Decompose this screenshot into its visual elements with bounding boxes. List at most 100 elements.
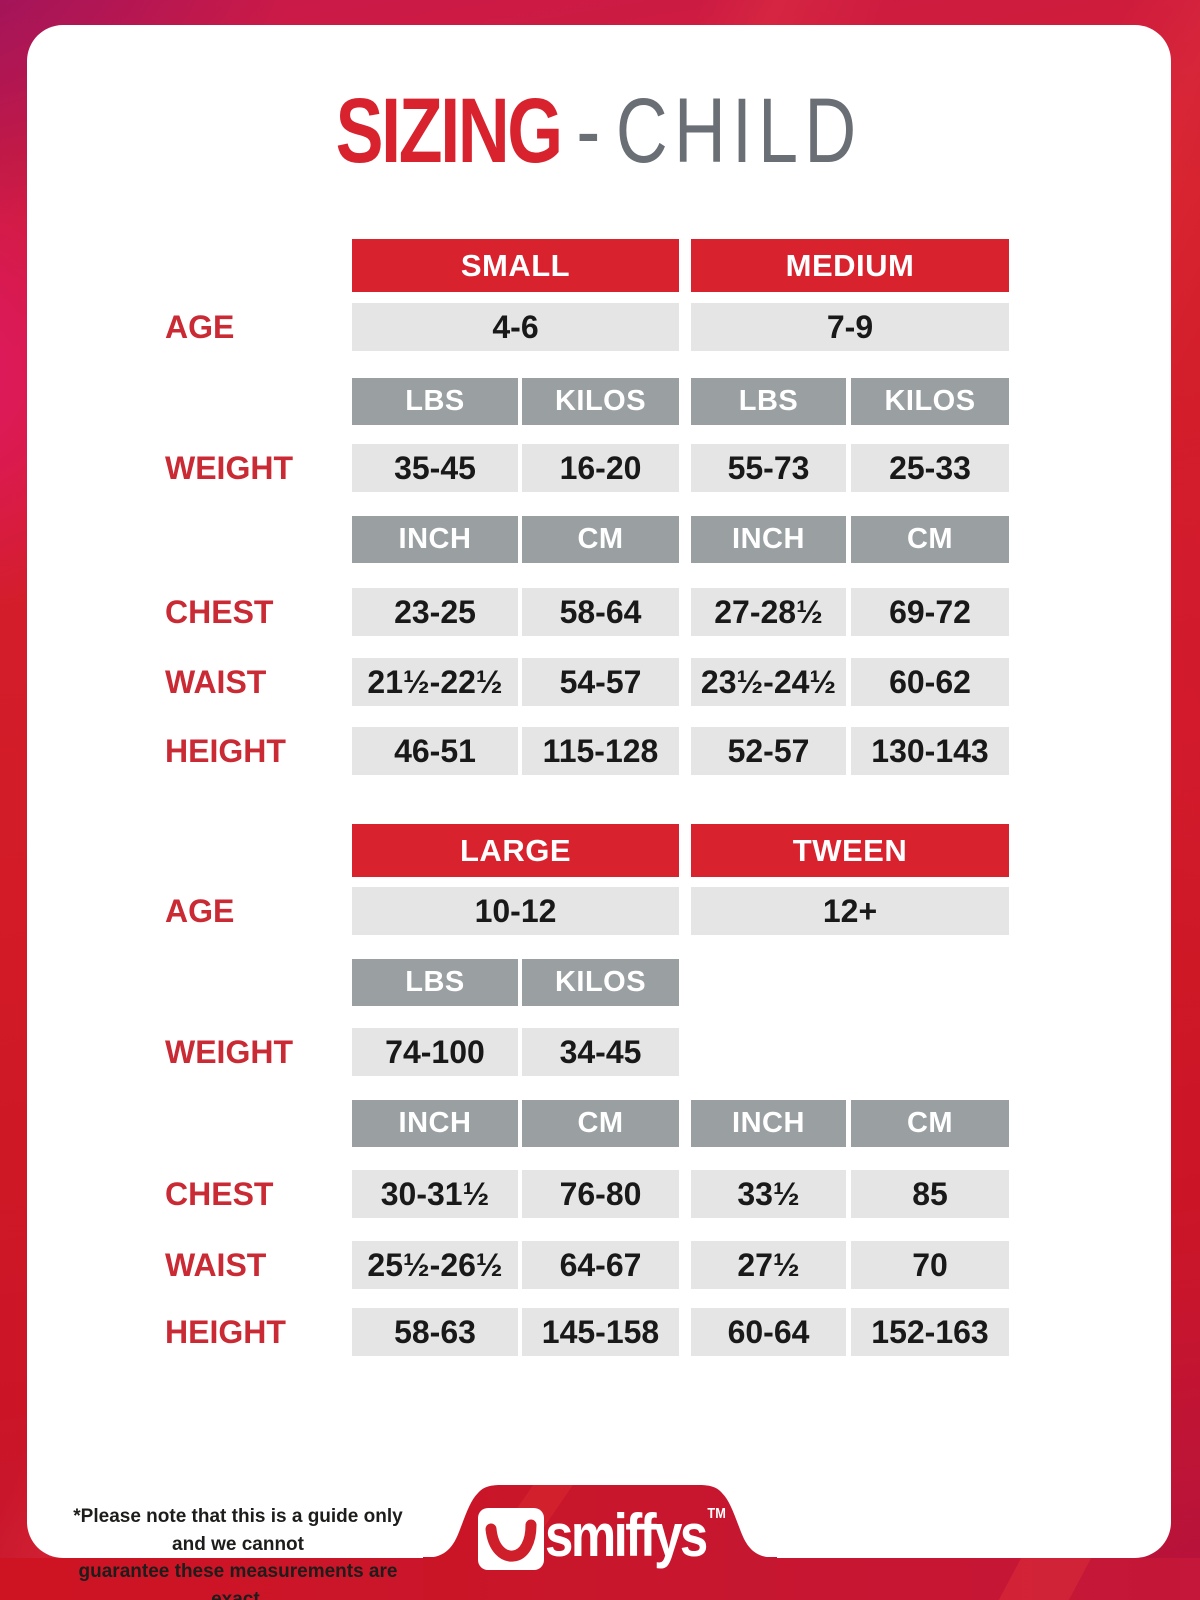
chest-row: CHEST 23-25 58-64 27-28½ 69-72: [165, 588, 1171, 636]
measure-unit-header-row: INCH CM INCH CM: [165, 516, 1171, 563]
height-cell: 60-64: [691, 1308, 846, 1356]
chest-cell: 69-72: [851, 588, 1009, 636]
age-row: AGE 4-6 7-9: [165, 303, 1171, 351]
height-cell: 130-143: [851, 727, 1009, 775]
weight-label: WEIGHT: [165, 449, 293, 486]
height-row: HEIGHT 46-51 115-128 52-57 130-143: [165, 727, 1171, 775]
size-header-tween: TWEEN: [691, 824, 1009, 877]
unit-header-lbs: LBS: [352, 378, 518, 425]
waist-cell: 70: [851, 1241, 1009, 1289]
age-row: AGE 10-12 12+: [165, 887, 1171, 935]
age-label: AGE: [165, 308, 235, 345]
height-label: HEIGHT: [165, 1313, 286, 1350]
waist-cell: 60-62: [851, 658, 1009, 706]
unit-header-cm: CM: [851, 1100, 1009, 1147]
chest-cell: 27-28½: [691, 588, 846, 636]
weight-row: WEIGHT 74-100 34-45: [165, 1028, 1171, 1076]
weight-cell: 16-20: [522, 444, 679, 492]
weight-label: WEIGHT: [165, 1033, 293, 1070]
chest-cell: 23-25: [352, 588, 518, 636]
chest-label: CHEST: [165, 1175, 274, 1212]
unit-header-cm: CM: [522, 1100, 679, 1147]
spacer: [165, 1100, 352, 1147]
unit-header-inch: INCH: [352, 1100, 518, 1147]
chest-cell: 58-64: [522, 588, 679, 636]
weight-unit-header-row: LBS KILOS LBS KILOS: [165, 378, 1171, 425]
waist-cell: 23½-24½: [691, 658, 846, 706]
measure-unit-header-row: INCH CM INCH CM: [165, 1100, 1171, 1147]
waist-cell: 54-57: [522, 658, 679, 706]
waist-cell: 27½: [691, 1241, 846, 1289]
height-cell: 115-128: [522, 727, 679, 775]
unit-header-kilos: KILOS: [522, 378, 679, 425]
smiffys-smile-icon: [478, 1508, 544, 1570]
weight-cell: 25-33: [851, 444, 1009, 492]
height-cell: 46-51: [352, 727, 518, 775]
size-header-row: SMALL MEDIUM: [165, 239, 1171, 292]
weight-row: WEIGHT 35-45 16-20 55-73 25-33: [165, 444, 1171, 492]
size-header-large: LARGE: [352, 824, 679, 877]
chest-cell: 85: [851, 1170, 1009, 1218]
spacer: [165, 516, 352, 563]
weight-unit-header-row: LBS KILOS: [165, 959, 1171, 1006]
size-header-medium: MEDIUM: [691, 239, 1009, 292]
band-streak: [998, 1558, 1092, 1600]
chest-cell: 76-80: [522, 1170, 679, 1218]
title-separator: -: [576, 80, 601, 182]
disclaimer-line2: guarantee these measurements are exact.: [78, 1561, 398, 1600]
age-large-cell: 10-12: [352, 887, 679, 935]
spacer: [165, 378, 352, 425]
smile-glyph: [485, 1519, 537, 1562]
chest-cell: 33½: [691, 1170, 846, 1218]
age-tween-cell: 12+: [691, 887, 1009, 935]
height-cell: 52-57: [691, 727, 846, 775]
unit-header-lbs: LBS: [691, 378, 846, 425]
chest-cell: 30-31½: [352, 1170, 518, 1218]
chest-row: CHEST 30-31½ 76-80 33½ 85: [165, 1170, 1171, 1218]
size-header-small: SMALL: [352, 239, 679, 292]
brand-name: smiffys: [545, 1502, 708, 1569]
brand-logo-tab: smiffys TM: [423, 1485, 777, 1600]
spacer: [165, 239, 352, 292]
title-primary: SIZING: [335, 80, 564, 182]
age-medium-cell: 7-9: [691, 303, 1009, 351]
weight-cell: 34-45: [522, 1028, 679, 1076]
unit-header-kilos: KILOS: [522, 959, 679, 1006]
waist-cell: 25½-26½: [352, 1241, 518, 1289]
brand-wordmark: smiffys TM: [545, 1501, 726, 1570]
age-label: AGE: [165, 892, 235, 929]
unit-header-cm: CM: [851, 516, 1009, 563]
waist-label: WAIST: [165, 1246, 267, 1283]
trademark-symbol: TM: [707, 1505, 726, 1522]
weight-cell: 35-45: [352, 444, 518, 492]
disclaimer-note: *Please note that this is a guide only a…: [68, 1503, 408, 1600]
height-row: HEIGHT 58-63 145-158 60-64 152-163: [165, 1308, 1171, 1356]
waist-cell: 21½-22½: [352, 658, 518, 706]
sizing-card: SIZING - CHILD SMALL MEDIUM AGE 4-6 7-9 …: [27, 25, 1171, 1600]
unit-header-lbs: LBS: [352, 959, 518, 1006]
waist-row: WAIST 21½-22½ 54-57 23½-24½ 60-62: [165, 658, 1171, 706]
title-secondary: CHILD: [615, 80, 863, 182]
spacer: [165, 959, 352, 1006]
waist-cell: 64-67: [522, 1241, 679, 1289]
size-header-row: LARGE TWEEN: [165, 824, 1171, 877]
weight-cell: 55-73: [691, 444, 846, 492]
weight-cell: 74-100: [352, 1028, 518, 1076]
age-small-cell: 4-6: [352, 303, 679, 351]
unit-header-inch: INCH: [352, 516, 518, 563]
unit-header-cm: CM: [522, 516, 679, 563]
waist-row: WAIST 25½-26½ 64-67 27½ 70: [165, 1241, 1171, 1289]
spacer: [165, 824, 352, 877]
height-cell: 152-163: [851, 1308, 1009, 1356]
unit-header-kilos: KILOS: [851, 378, 1009, 425]
height-cell: 145-158: [522, 1308, 679, 1356]
chest-label: CHEST: [165, 593, 274, 630]
unit-header-inch: INCH: [691, 516, 846, 563]
unit-header-inch: INCH: [691, 1100, 846, 1147]
height-label: HEIGHT: [165, 732, 286, 769]
waist-label: WAIST: [165, 663, 267, 700]
page-title: SIZING - CHILD: [153, 85, 1045, 177]
disclaimer-line1: *Please note that this is a guide only a…: [73, 1506, 403, 1555]
size-table-small-medium: SMALL MEDIUM AGE 4-6 7-9 LBS KILOS LBS K…: [27, 239, 1171, 775]
